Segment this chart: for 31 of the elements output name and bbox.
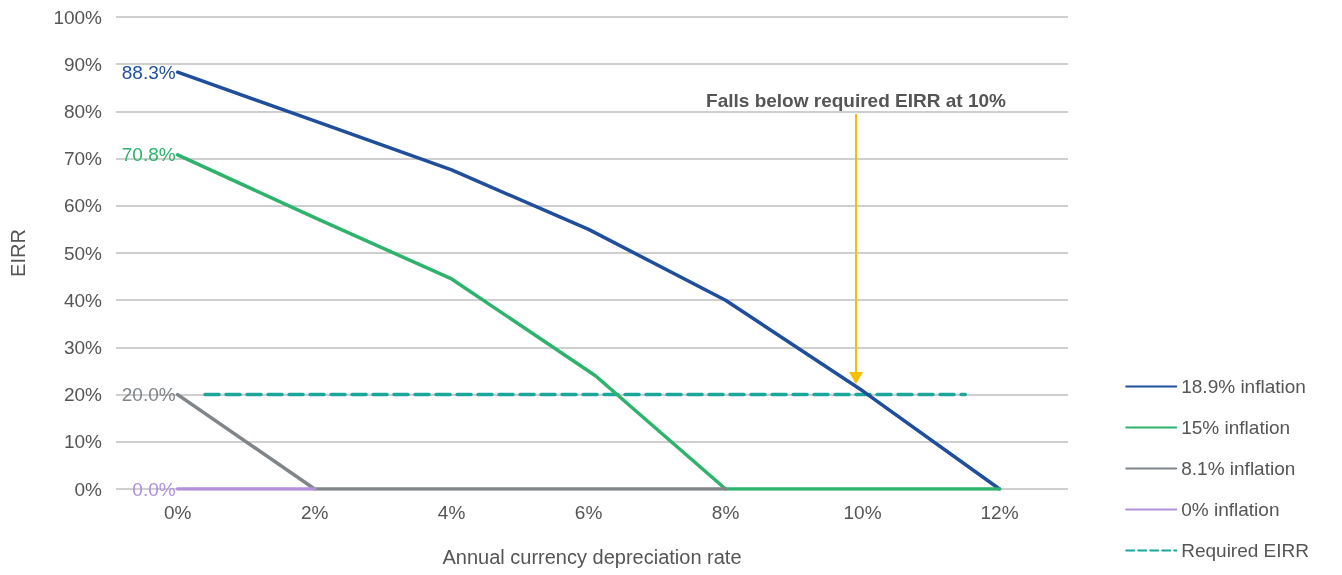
y-tick-label: 70% <box>63 148 103 170</box>
y-tick-label: 10% <box>63 431 103 453</box>
legend-label: 0% inflation <box>1181 499 1280 520</box>
y-tick-label: 20% <box>63 384 103 406</box>
line-series <box>175 153 1002 491</box>
legend-label: 8.1% inflation <box>1181 458 1296 479</box>
y-tick-label: 0% <box>74 478 103 500</box>
y-axis-title: EIRR <box>7 229 29 277</box>
x-tick-label: 10% <box>843 502 882 523</box>
y-tick-label: 80% <box>63 100 103 122</box>
y-tick-label: 40% <box>63 289 103 311</box>
y-tick-label: 60% <box>63 195 103 217</box>
data-label: 0.0% <box>132 478 176 500</box>
y-tick-label: 30% <box>63 336 103 358</box>
y-tick-label: 50% <box>63 242 103 264</box>
legend-label: Required EIRR <box>1181 540 1309 561</box>
legend-label: 15% inflation <box>1181 417 1291 438</box>
x-tick-label: 0% <box>163 502 192 523</box>
y-tick-label: 100% <box>53 6 103 28</box>
x-tick-label: 8% <box>711 502 740 523</box>
x-tick-label: 4% <box>437 502 466 523</box>
x-tick-label: 12% <box>980 502 1019 523</box>
x-tick-label: 2% <box>300 502 329 523</box>
data-label: 20.0% <box>121 384 176 406</box>
data-label: 70.8% <box>121 144 176 166</box>
y-tick-label: 90% <box>63 53 103 75</box>
legend-label: 18.9% inflation <box>1181 376 1306 397</box>
data-label: 88.3% <box>121 61 176 83</box>
x-tick-label: 6% <box>574 502 603 523</box>
x-axis-title: Annual currency depreciation rate <box>442 546 742 568</box>
annotation: Falls below required EIRR at 10% <box>706 90 1007 111</box>
